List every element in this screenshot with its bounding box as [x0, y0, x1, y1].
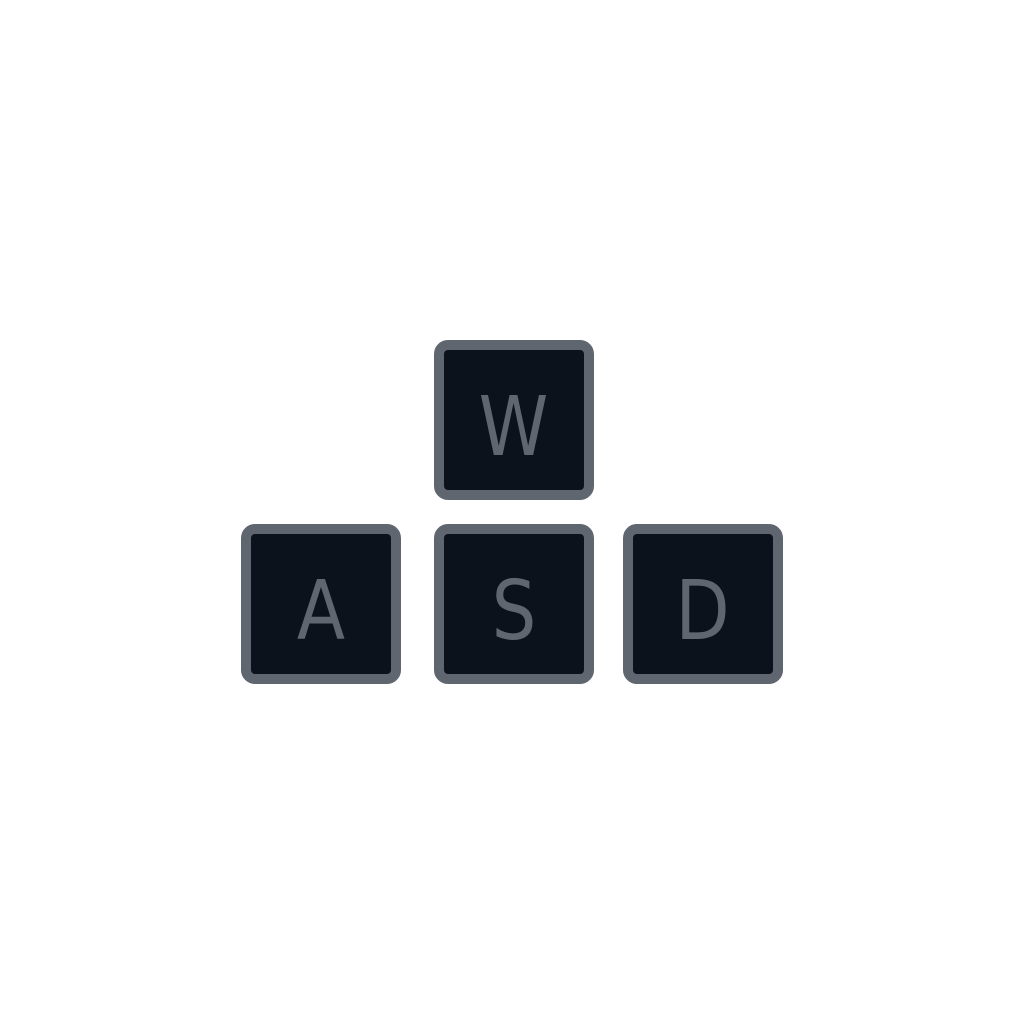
key-d-label: D: [676, 555, 730, 653]
key-w-label: W: [479, 371, 549, 469]
key-w[interactable]: W: [434, 340, 594, 500]
key-s[interactable]: S: [434, 524, 594, 684]
key-a[interactable]: A: [241, 524, 401, 684]
key-a-label: A: [297, 555, 345, 653]
key-s-label: S: [492, 555, 537, 653]
key-d[interactable]: D: [623, 524, 783, 684]
